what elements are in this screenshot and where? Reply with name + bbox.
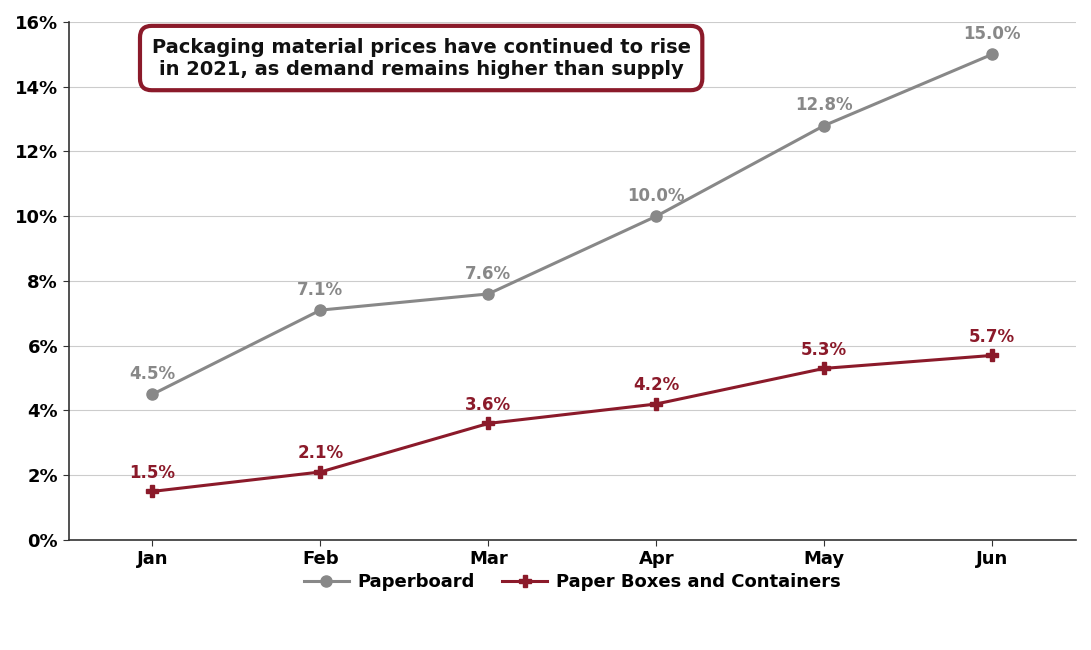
Text: 4.5%: 4.5% <box>130 365 176 383</box>
Paper Boxes and Containers <box>649 400 662 408</box>
Text: 3.6%: 3.6% <box>465 396 512 413</box>
Paper Boxes and Containers <box>146 488 159 495</box>
Text: 7.1%: 7.1% <box>298 281 344 299</box>
Text: 10.0%: 10.0% <box>627 187 685 205</box>
Paperboard <box>146 391 159 398</box>
Text: Packaging material prices have continued to rise
in 2021, as demand remains high: Packaging material prices have continued… <box>152 38 691 79</box>
Text: 2.1%: 2.1% <box>298 444 344 462</box>
Paperboard <box>985 51 998 58</box>
Paper Boxes and Containers <box>482 419 495 427</box>
Text: 5.3%: 5.3% <box>801 341 848 359</box>
Paperboard <box>482 290 495 298</box>
Line: Paperboard: Paperboard <box>147 49 997 400</box>
Paperboard <box>817 122 830 129</box>
Text: 7.6%: 7.6% <box>465 265 512 283</box>
Line: Paper Boxes and Containers: Paper Boxes and Containers <box>146 349 998 498</box>
Text: 4.2%: 4.2% <box>633 376 680 395</box>
Paperboard <box>649 213 662 220</box>
Text: 15.0%: 15.0% <box>963 25 1021 43</box>
Text: 1.5%: 1.5% <box>130 463 176 482</box>
Text: 12.8%: 12.8% <box>795 96 853 114</box>
Paper Boxes and Containers <box>314 468 327 476</box>
Paperboard <box>314 306 327 314</box>
Paper Boxes and Containers <box>817 365 830 372</box>
Text: 5.7%: 5.7% <box>969 328 1015 346</box>
Paper Boxes and Containers <box>985 352 998 359</box>
Legend: Paperboard, Paper Boxes and Containers: Paperboard, Paper Boxes and Containers <box>297 566 849 598</box>
